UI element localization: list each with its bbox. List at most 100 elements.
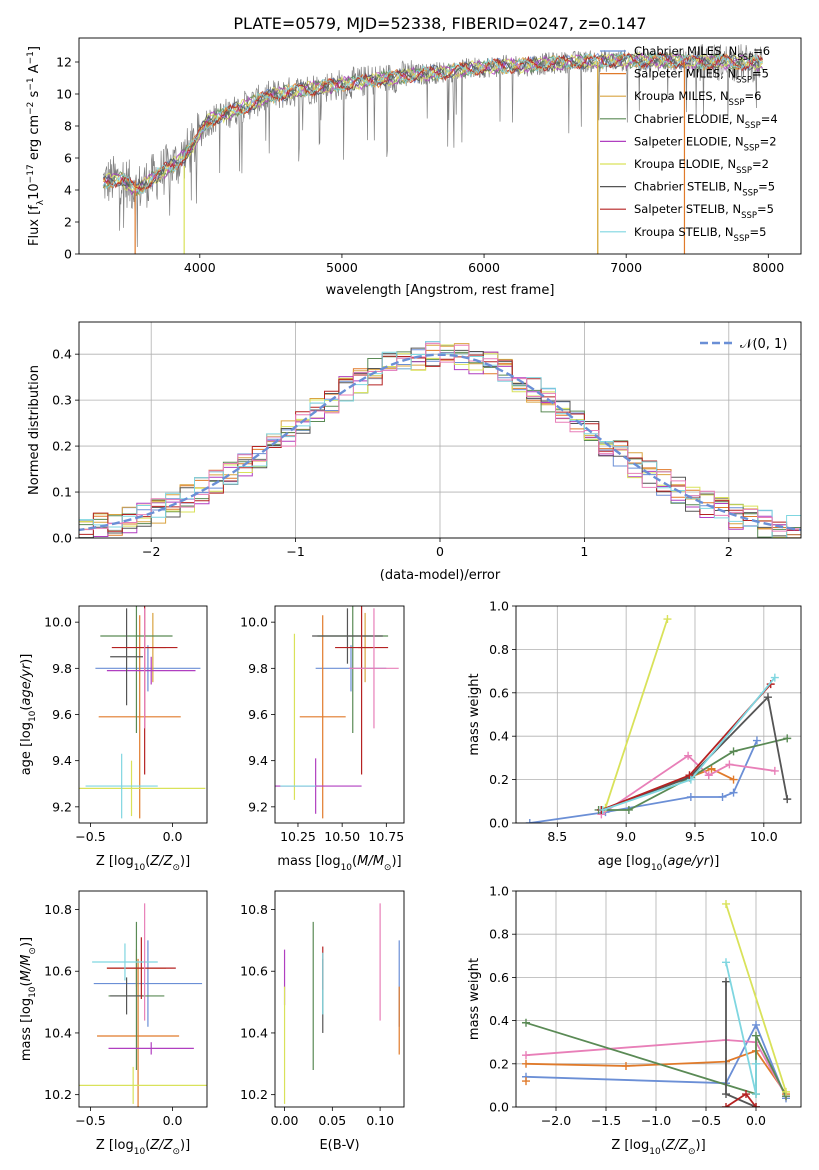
weight-marker: [763, 693, 772, 702]
y-tick-label: 4: [64, 183, 72, 198]
legend-sub: SSP: [736, 166, 752, 176]
label-part: −17: [26, 164, 36, 183]
legend-sub: SSP: [741, 211, 757, 221]
x-tick-label: 0.10: [366, 1113, 394, 1128]
legend-text: Salpeter ELODIE, N: [634, 134, 744, 148]
legend-label: Salpeter MILES, NSSP=5: [634, 67, 769, 86]
weight-marker: [729, 775, 738, 784]
weight-marker: [770, 673, 779, 682]
axes-frame: [78, 37, 802, 255]
label-part: (: [19, 981, 34, 986]
x-tick-label: 0.00: [271, 1113, 299, 1128]
legend-label: Chabrier STELIB, NSSP=5: [634, 180, 775, 199]
x-axis-label: (data-model)/error: [380, 568, 501, 583]
label-part: age [log: [598, 854, 651, 869]
x-axis-label: E(B-V): [319, 1138, 359, 1153]
legend-sub: SSP: [737, 53, 753, 63]
y-tick-label: 9.2: [248, 799, 268, 814]
label-part: −1: [26, 51, 36, 64]
errorbars: [79, 606, 206, 819]
label-part: (: [145, 1138, 150, 1153]
label-part: s: [27, 90, 42, 101]
y-tick-label: 9.2: [52, 799, 72, 814]
age-vs-metallicity-panel: −0.5 0.09.29.49.69.810.0Z [log10(Z/Z⊙)]ag…: [19, 605, 208, 873]
y-tick-label: 10.6: [240, 964, 268, 979]
legend-sub: SSP: [734, 234, 750, 244]
weight-line: [725, 903, 787, 1093]
y-tick-label: 0.4: [489, 1013, 509, 1028]
legend-label: Kroupa MILES, NSSP=6: [634, 89, 761, 108]
spectrum-panel: 4000 5000 6000 7000 8000 0 2 4 6 8 10 12 wavelength …: [26, 37, 802, 298]
y-tick-label: 9.4: [52, 753, 72, 768]
weight-marker: [624, 805, 633, 814]
x-axis-label: age [log10(age/yr)]: [598, 854, 720, 873]
y-tick-label: 10.8: [240, 902, 268, 917]
label-part: Z/Z: [149, 854, 173, 869]
label-part: ⊙: [384, 863, 392, 873]
weight-marker: [686, 775, 695, 784]
x-tick-label: 0: [436, 544, 444, 559]
y-tick-label: 1.0: [489, 884, 509, 899]
age-vs-mass-panel: 10.25 10.50 10.75 9.2 9.4 9.6 9.8 10.0 mass [log…: [240, 605, 405, 873]
histograms: [79, 341, 801, 538]
x-tick-label: 0.0: [163, 829, 183, 844]
y-tick-label: 2: [64, 215, 72, 230]
weight-marker: [704, 771, 713, 780]
legend-suffix: =4: [761, 112, 778, 126]
axes-frame: [274, 605, 405, 824]
weight-marker: [722, 1090, 730, 1099]
figure-title: PLATE=0579, MJD=52338, FIBERID=0247, z=0…: [233, 14, 646, 33]
legend-suffix: =2: [760, 134, 777, 148]
y-tick-label: 0.1: [52, 485, 72, 500]
weight-line: [529, 740, 758, 823]
legend-label: 𝒩(0, 1): [740, 337, 787, 352]
errorbars: [283, 903, 400, 1104]
weight-line: [602, 677, 776, 811]
x-tick-label: 7000: [610, 260, 642, 275]
x-axis-label: wavelength [Angstrom, rest frame]: [326, 283, 555, 298]
label-part: (: [662, 854, 667, 869]
gaussian-curve: [79, 353, 801, 532]
label-part: erg cm: [27, 115, 42, 164]
label-part: λ: [36, 199, 46, 205]
label-part: ⊙: [28, 947, 38, 955]
x-tick-label: −1.5: [591, 1113, 621, 1128]
y-axis-label: age [log10(age/yr)]: [19, 654, 38, 776]
y-tick-label: 0.0: [489, 1100, 509, 1115]
label-part: −2: [26, 102, 36, 115]
legend-suffix: =6: [744, 89, 761, 103]
y-tick-label: 0.2: [52, 439, 72, 454]
weight-marker: [783, 734, 792, 743]
errorbars: [79, 903, 207, 1107]
y-tick-label: 10.0: [44, 615, 72, 630]
x-tick-label: 2: [725, 544, 733, 559]
mass-vs-ebv-panel: 0.00 0.05 0.10 10.2 10.4 10.6 10.8 E(B-V): [240, 890, 405, 1153]
weight-lines: [522, 899, 790, 1107]
label-part: 10: [341, 863, 353, 873]
weight-marker: [770, 766, 779, 775]
y-tick-label: 0.8: [489, 927, 509, 942]
legend-suffix: =5: [758, 180, 775, 194]
weight-line: [600, 754, 775, 816]
model-chabrier-elodie: [102, 52, 764, 197]
weight-line: [525, 1039, 787, 1097]
label-part: )]: [180, 854, 190, 869]
label-part: Z/Z: [149, 1138, 173, 1153]
x-tick-label: −0.5: [75, 829, 105, 844]
weight-marker: [752, 1059, 760, 1068]
weight-marker: [783, 795, 792, 804]
label-part: )]: [19, 654, 34, 664]
label-part: (: [661, 1138, 666, 1153]
weight-line: [601, 695, 789, 811]
model-kroupa-miles: [102, 53, 763, 197]
y-tick-label: 10.0: [240, 615, 268, 630]
weight-marker: [522, 1051, 530, 1060]
weight-marker: [522, 1018, 530, 1027]
label-part: mass [log: [277, 854, 340, 869]
weight-lines: [525, 615, 792, 823]
weight-marker: [722, 1103, 730, 1107]
legend-text: Kroupa STELIB, N: [634, 225, 734, 239]
y-tick-label: 9.6: [248, 707, 268, 722]
x-tick-label: 0.0: [746, 1113, 766, 1128]
legend-label: Chabrier ELODIE, NSSP=4: [634, 112, 778, 131]
